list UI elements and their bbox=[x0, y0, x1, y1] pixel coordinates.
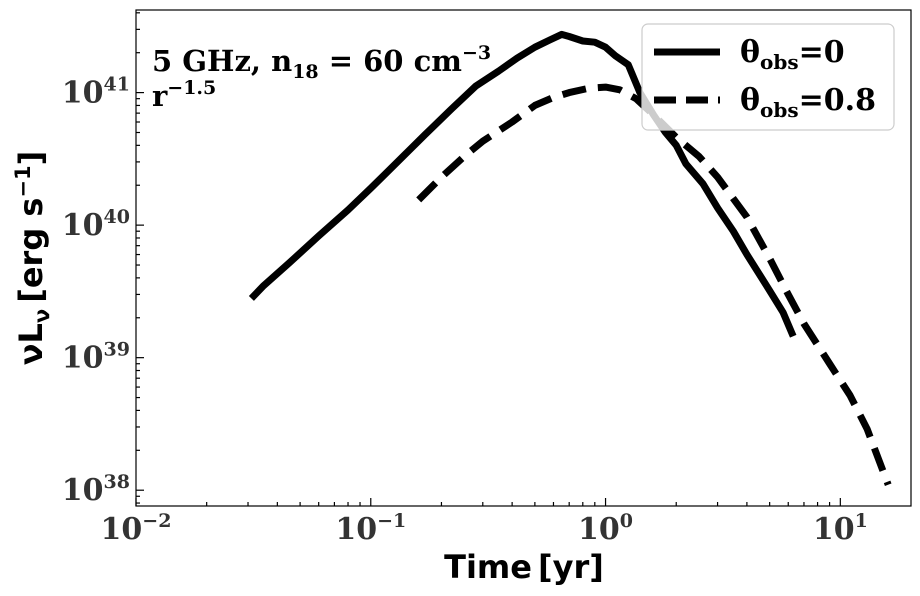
x-tick-label: 100 bbox=[578, 510, 633, 547]
y-axis-title: νLν[erg s−1] bbox=[11, 151, 54, 366]
series-line-1 bbox=[248, 30, 797, 338]
x-tick-label: 10−2 bbox=[101, 510, 172, 547]
legend-label-series-2: θobs=0.8 bbox=[740, 83, 876, 122]
y-tick-label: 1040 bbox=[62, 206, 130, 243]
annotation-line-1: 5 GHz, n18 = 60 cm−3 bbox=[152, 42, 491, 83]
y-tick-label: 1041 bbox=[62, 74, 130, 111]
x-tick-label: 10−1 bbox=[335, 510, 406, 547]
legend-label-series-1: θobs=0 bbox=[740, 35, 845, 74]
x-tick-label: 101 bbox=[813, 510, 868, 547]
tick-layer: 10−2 10−1 100 101 1038 1039 1040 1041 bbox=[62, 12, 868, 547]
plot-frame bbox=[135, 9, 912, 507]
annotation-line-2: r−1.5 bbox=[152, 77, 216, 113]
y-tick-label: 1039 bbox=[62, 339, 130, 376]
x-axis-title: Time [yr] bbox=[444, 548, 604, 586]
y-tick-label: 1038 bbox=[62, 471, 130, 508]
legend: θobs=0 θobs=0.8 bbox=[641, 23, 895, 131]
